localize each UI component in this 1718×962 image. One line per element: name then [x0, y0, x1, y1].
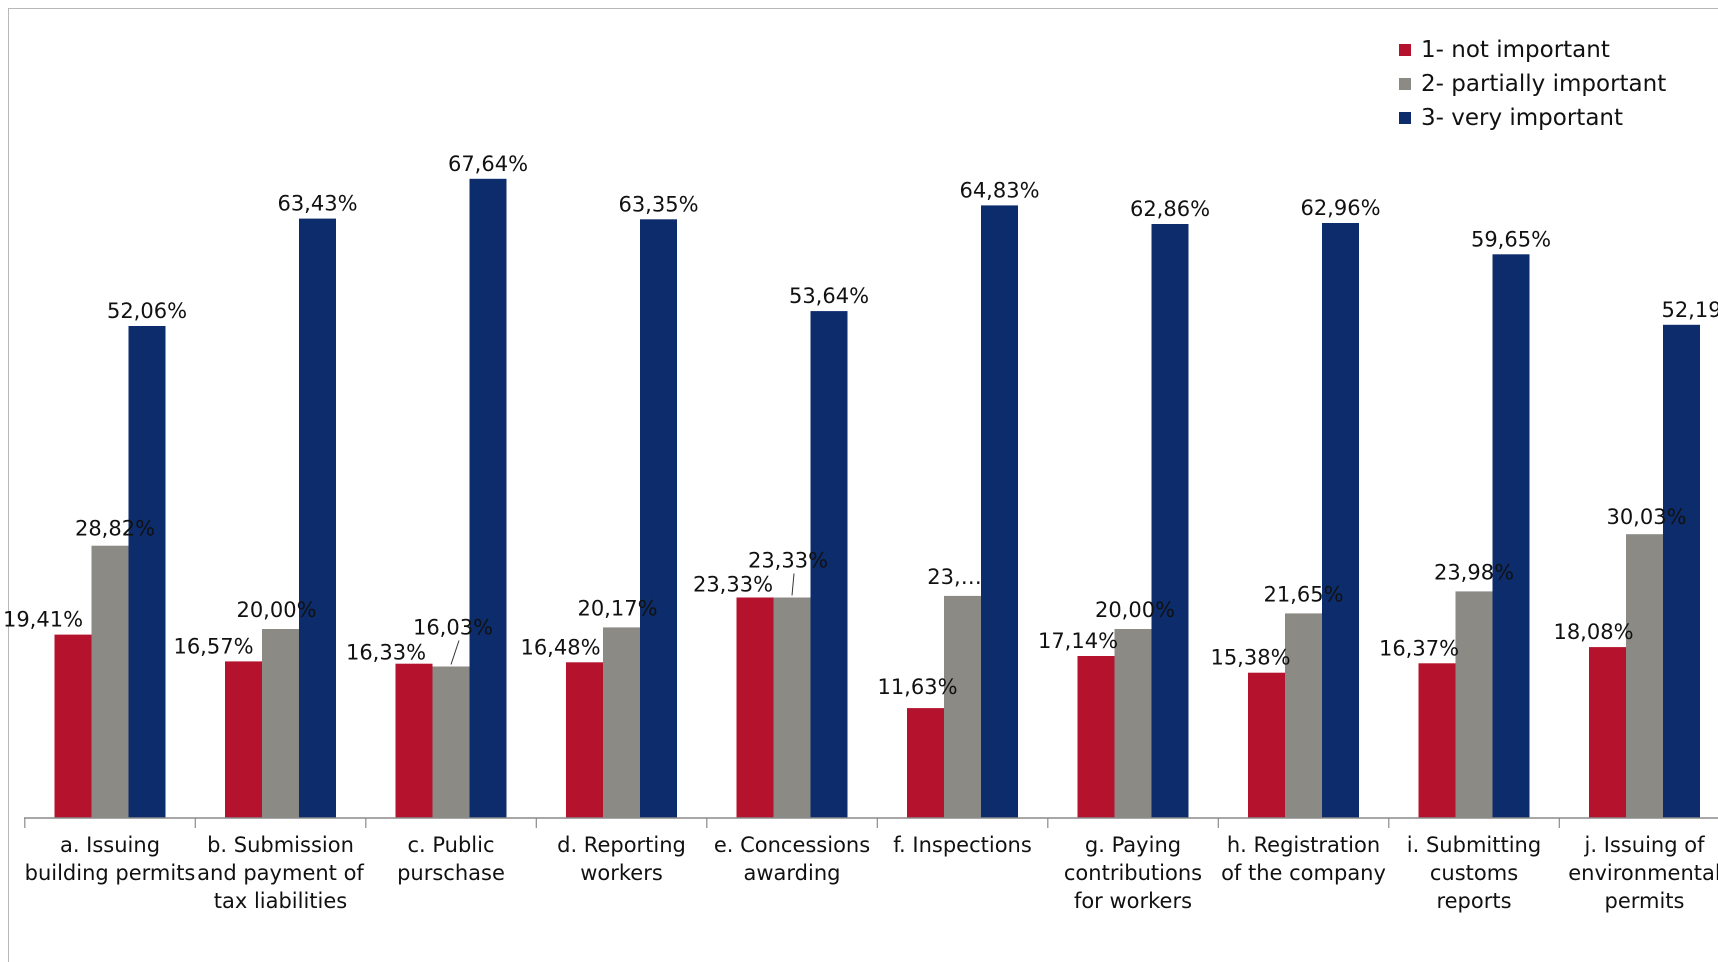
data-label: 63,35%: [618, 192, 698, 216]
legend: 1- not important 2- partially important 3-…: [1399, 37, 1666, 131]
x-tick-label: e. Concessions awarding: [714, 833, 870, 885]
bar-3-7: [1151, 224, 1189, 818]
bar-3-5: [810, 311, 848, 818]
data-label: 17,14%: [1038, 629, 1118, 653]
data-label: 16,48%: [520, 635, 600, 659]
bar-1-5: [736, 597, 774, 818]
data-label: 59,65%: [1471, 227, 1551, 251]
legend-swatch: [1399, 112, 1411, 124]
data-label: 62,86%: [1130, 197, 1210, 221]
bar-3-8: [1322, 223, 1359, 818]
bar-1-8: [1248, 672, 1285, 818]
bar-1-3: [395, 663, 433, 818]
bar-3-10: [1663, 324, 1700, 818]
data-label: 21,65%: [1263, 582, 1343, 606]
data-label: 19,41%: [3, 608, 83, 632]
data-label: 18,08%: [1553, 620, 1633, 644]
bar-3-2: [299, 218, 336, 819]
legend-swatch: [1399, 78, 1411, 90]
x-tick-label: d. Reporting workers: [557, 833, 686, 885]
x-tick-label: h. Registration of the company: [1221, 833, 1386, 885]
data-label: 16,57%: [173, 634, 253, 658]
bar-1-9: [1418, 663, 1456, 818]
data-label: 20,00%: [236, 598, 316, 622]
data-label: 23,…: [927, 565, 981, 589]
data-label: 53,64%: [789, 284, 869, 308]
bar-1-2: [225, 661, 262, 818]
data-label: 23,33%: [693, 573, 773, 597]
bar-3-9: [1492, 254, 1530, 819]
data-label: 16,37%: [1379, 636, 1459, 660]
data-label: 52,19%: [1661, 298, 1718, 322]
data-label: 20,17%: [577, 596, 657, 620]
bar-2-7: [1114, 629, 1152, 818]
bar-3-4: [640, 219, 677, 819]
x-tick-label: g. Paying contributions for workers: [1064, 833, 1202, 913]
x-tick-label: b. Submission and payment of tax liabiliti…: [197, 833, 364, 913]
label-leader-line: [450, 640, 460, 665]
legend-swatch: [1399, 44, 1411, 56]
bar-3-6: [981, 205, 1018, 818]
bar-1-10: [1589, 647, 1626, 818]
data-label: 11,63%: [877, 675, 957, 699]
data-label: 63,43%: [277, 192, 357, 216]
bar-3-3: [469, 178, 507, 819]
bar-2-6: [944, 595, 981, 818]
bar-2-2: [262, 629, 299, 818]
data-label: 28,82%: [75, 517, 155, 541]
data-label: 20,00%: [1095, 598, 1175, 622]
bar-2-10: [1626, 534, 1663, 818]
bar-1-1: [54, 634, 92, 818]
x-tick-label: f. Inspections: [893, 833, 1032, 857]
bar-1-7: [1077, 656, 1115, 818]
bar-3-1: [128, 326, 166, 818]
label-leader-line: [791, 573, 795, 596]
data-label: 30,03%: [1606, 505, 1686, 529]
data-label: 16,03%: [413, 616, 493, 640]
legend-label: 1- not important: [1421, 37, 1610, 63]
bar-2-4: [603, 627, 640, 818]
x-tick-label: a. Issuing building permits: [25, 833, 196, 885]
bar-1-6: [907, 708, 944, 818]
bar-1-4: [566, 662, 603, 818]
data-label: 15,38%: [1210, 646, 1290, 670]
bar-2-9: [1455, 591, 1493, 818]
data-label: 67,64%: [448, 152, 528, 176]
data-label: 23,98%: [1434, 560, 1514, 584]
legend-label: 2- partially important: [1421, 71, 1666, 97]
data-label: 23,33%: [748, 549, 828, 573]
bar-2-8: [1285, 613, 1322, 818]
data-label: 62,96%: [1300, 196, 1380, 220]
legend-label: 3- very important: [1421, 105, 1623, 131]
bar-2-5: [773, 597, 811, 818]
bars-layer: [54, 178, 1700, 819]
bar-2-3: [432, 666, 470, 818]
x-tick-label: j. Issuing of environmental permits: [1568, 833, 1718, 913]
data-label: 64,83%: [959, 178, 1039, 202]
bar-2-1: [91, 545, 129, 818]
data-label: 16,33%: [346, 641, 426, 665]
x-tick-label: c. Public purschase: [397, 833, 505, 885]
x-tick-label: i. Submitting customs reports: [1407, 833, 1541, 913]
data-labels-layer: 19,41% 28,82% 52,06% 16,57% 20,00% 63,43% 16,3…: [3, 152, 1718, 699]
data-label: 52,06%: [107, 299, 187, 323]
